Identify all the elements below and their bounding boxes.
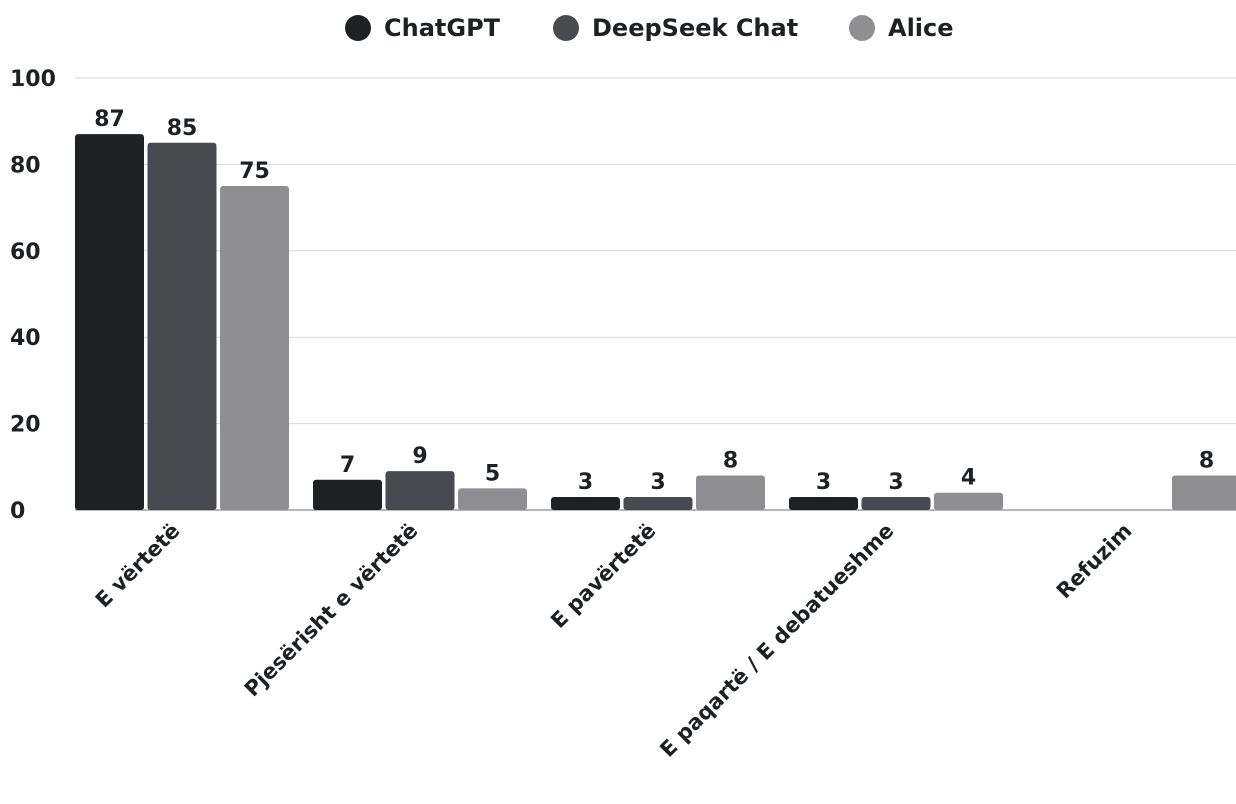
legend-swatch [849,15,875,41]
bar-deepseek-chat-pjeserisht-e-vertete [385,471,455,510]
value-label-deepseek-chat-e-paqarte-e-debatueshme: 3 [888,470,903,495]
legend-swatch [553,15,579,41]
bar-alice-e-paqarte-e-debatueshme [934,492,1003,510]
value-label-alice-pjeserisht-e-vertete: 5 [485,461,500,486]
legend-label: ChatGPT [384,14,501,42]
bars [75,134,1236,511]
value-label-chatgpt-e-pavertete: 3 [578,470,593,495]
y-tick-label: 40 [10,326,41,351]
x-tick-label-e-vertete: E vërtetë [91,519,185,613]
y-axis: 0 20 40 60 80 100 [10,67,56,524]
x-axis: E vërtetë Pjesërisht e vërtetë E pavërtetë… [91,519,1137,762]
value-label-chatgpt-e-vertete: 87 [94,107,125,132]
bar-deepseek-chat-e-vertete [147,142,217,511]
legend-item-chatgpt: ChatGPT [345,14,501,42]
value-label-alice-e-vertete: 75 [239,159,270,184]
value-labels: 87 85 75 7 9 5 3 3 8 3 3 4 8 [94,107,1214,495]
legend-swatch [345,15,371,41]
bar-alice-e-vertete [220,186,289,510]
bar-alice-refuzim [1172,475,1236,510]
bar-chatgpt-pjeserisht-e-vertete [313,479,382,510]
legend: ChatGPT DeepSeek Chat Alice [345,14,954,42]
x-tick-label-e-pavertete: E pavërtetë [546,519,660,633]
y-tick-label: 80 [10,153,41,178]
x-tick-label-pjeserisht-e-vertete: Pjesërisht e vërtetë [240,519,423,702]
legend-item-deepseek-chat: DeepSeek Chat [553,14,798,42]
bar-chatgpt-e-vertete [75,134,144,510]
legend-label: Alice [888,14,954,42]
bar-deepseek-chat-e-paqarte-e-debatueshme [861,497,931,510]
value-label-chatgpt-e-paqarte-e-debatueshme: 3 [816,470,831,495]
x-tick-label-e-paqarte-e-debatueshme: E paqartë / E debatueshme [655,519,898,762]
x-tick-label-refuzim: Refuzim [1052,519,1137,604]
y-tick-label: 100 [10,67,56,92]
y-tick-label: 0 [10,499,25,524]
value-label-deepseek-chat-pjeserisht-e-vertete: 9 [412,444,427,469]
legend-label: DeepSeek Chat [592,14,798,42]
bar-alice-pjeserisht-e-vertete [458,488,527,510]
value-label-alice-e-paqarte-e-debatueshme: 4 [961,466,976,491]
bar-chatgpt-e-pavertete [551,497,620,510]
bar-chatgpt-e-paqarte-e-debatueshme [789,497,858,510]
bar-alice-e-pavertete [696,475,765,510]
y-tick-label: 60 [10,240,41,265]
value-label-alice-refuzim: 8 [1199,448,1214,473]
legend-item-alice: Alice [849,14,954,42]
value-label-alice-e-pavertete: 8 [723,448,738,473]
y-tick-label: 20 [10,413,41,438]
value-label-deepseek-chat-e-vertete: 85 [167,116,198,141]
value-label-chatgpt-pjeserisht-e-vertete: 7 [340,453,355,478]
bar-deepseek-chat-e-pavertete [623,497,693,510]
value-label-deepseek-chat-e-pavertete: 3 [650,470,665,495]
